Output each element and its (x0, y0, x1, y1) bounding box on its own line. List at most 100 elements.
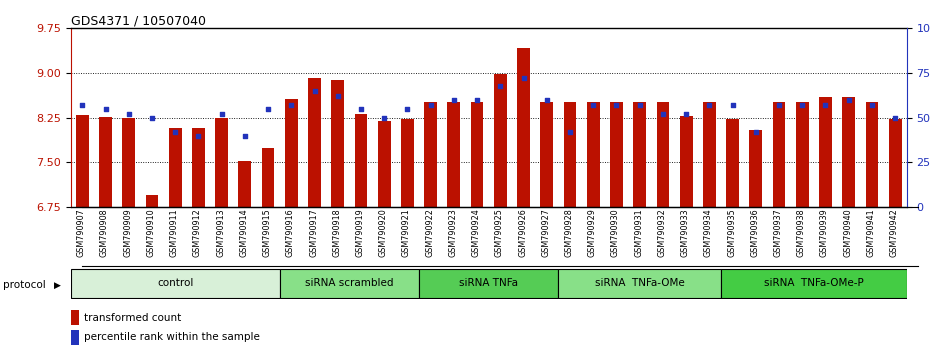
Text: GSM790921: GSM790921 (402, 208, 411, 257)
Text: control: control (157, 278, 193, 288)
Text: protocol: protocol (3, 280, 46, 290)
Bar (471, 102, 484, 207)
Point (400, 106, 415, 112)
Point (446, 97, 461, 103)
Text: GSM790931: GSM790931 (634, 208, 644, 257)
Text: GSM790917: GSM790917 (309, 208, 318, 257)
Bar (146, 195, 158, 207)
Bar (750, 130, 763, 207)
Bar (285, 99, 298, 207)
Bar (657, 102, 670, 207)
Text: GSM790918: GSM790918 (332, 208, 341, 257)
Text: GSM790927: GSM790927 (541, 208, 551, 257)
Text: GSM790936: GSM790936 (751, 208, 759, 257)
Text: GSM790924: GSM790924 (472, 208, 481, 257)
Text: GSM790920: GSM790920 (379, 208, 388, 257)
Point (98, 106, 113, 112)
Point (144, 115, 159, 121)
Bar (401, 120, 414, 207)
FancyBboxPatch shape (558, 269, 721, 297)
Bar (354, 114, 367, 207)
Text: GSM790914: GSM790914 (239, 208, 248, 257)
Point (353, 106, 368, 112)
Bar (726, 120, 739, 207)
Bar (703, 102, 716, 207)
Text: GSM790930: GSM790930 (611, 208, 620, 257)
Text: GSM790912: GSM790912 (193, 208, 202, 257)
Bar (680, 116, 693, 207)
Point (330, 93, 345, 99)
Text: GSM790907: GSM790907 (77, 208, 86, 257)
FancyBboxPatch shape (71, 269, 280, 297)
Text: GSM790938: GSM790938 (797, 208, 805, 257)
Text: GSM790925: GSM790925 (495, 208, 504, 257)
Bar (610, 102, 623, 207)
Bar (71, 310, 79, 325)
Text: GSM790923: GSM790923 (448, 208, 458, 257)
Point (818, 102, 833, 108)
Text: GSM790935: GSM790935 (727, 208, 736, 257)
Text: GSM790941: GSM790941 (867, 208, 875, 257)
Point (749, 129, 764, 135)
Point (702, 102, 717, 108)
Point (586, 102, 601, 108)
Point (214, 111, 229, 117)
Bar (76, 115, 88, 207)
Bar (889, 120, 901, 207)
Point (795, 102, 810, 108)
Point (423, 102, 438, 108)
Point (191, 133, 206, 138)
Point (632, 102, 647, 108)
Text: GSM790942: GSM790942 (890, 208, 898, 257)
Point (74, 102, 89, 108)
Point (679, 111, 694, 117)
Text: GSM790911: GSM790911 (169, 208, 179, 257)
Text: GSM790915: GSM790915 (262, 208, 272, 257)
Point (516, 75, 531, 81)
Bar (215, 118, 228, 207)
Point (237, 133, 252, 138)
Point (307, 88, 322, 94)
Point (725, 102, 740, 108)
Point (842, 97, 857, 103)
Text: GSM790937: GSM790937 (774, 208, 782, 257)
Text: GSM790913: GSM790913 (216, 208, 225, 257)
Bar (819, 97, 831, 207)
Text: GSM790916: GSM790916 (286, 208, 295, 257)
Bar (169, 128, 181, 207)
Text: siRNA  TNFa-OMe: siRNA TNFa-OMe (595, 278, 684, 288)
Point (377, 115, 392, 121)
Point (493, 83, 508, 88)
Bar (123, 118, 135, 207)
Text: GSM790926: GSM790926 (518, 208, 527, 257)
Text: GSM790940: GSM790940 (844, 208, 852, 257)
Point (284, 102, 299, 108)
Text: GSM790928: GSM790928 (565, 208, 574, 257)
Bar (238, 161, 251, 207)
Point (865, 102, 880, 108)
FancyBboxPatch shape (721, 269, 907, 297)
Text: siRNA  TNFa-OMe-P: siRNA TNFa-OMe-P (764, 278, 864, 288)
Point (772, 102, 787, 108)
Text: siRNA TNFa: siRNA TNFa (459, 278, 518, 288)
Text: GSM790932: GSM790932 (658, 208, 667, 257)
Bar (71, 330, 79, 344)
Bar (540, 102, 553, 207)
Point (260, 106, 275, 112)
Text: GSM790910: GSM790910 (146, 208, 155, 257)
Bar (633, 102, 646, 207)
Bar (100, 116, 112, 207)
Point (563, 129, 578, 135)
Text: GSM790909: GSM790909 (123, 208, 132, 257)
Point (609, 102, 624, 108)
Text: siRNA scrambled: siRNA scrambled (305, 278, 393, 288)
FancyBboxPatch shape (419, 269, 558, 297)
Bar (261, 148, 274, 207)
Text: ▶: ▶ (54, 280, 60, 290)
Bar (564, 102, 577, 207)
Text: GSM790933: GSM790933 (681, 208, 690, 257)
Bar (773, 102, 786, 207)
Text: percentile rank within the sample: percentile rank within the sample (84, 332, 259, 342)
Text: GDS4371 / 10507040: GDS4371 / 10507040 (71, 14, 206, 27)
Point (888, 115, 903, 121)
